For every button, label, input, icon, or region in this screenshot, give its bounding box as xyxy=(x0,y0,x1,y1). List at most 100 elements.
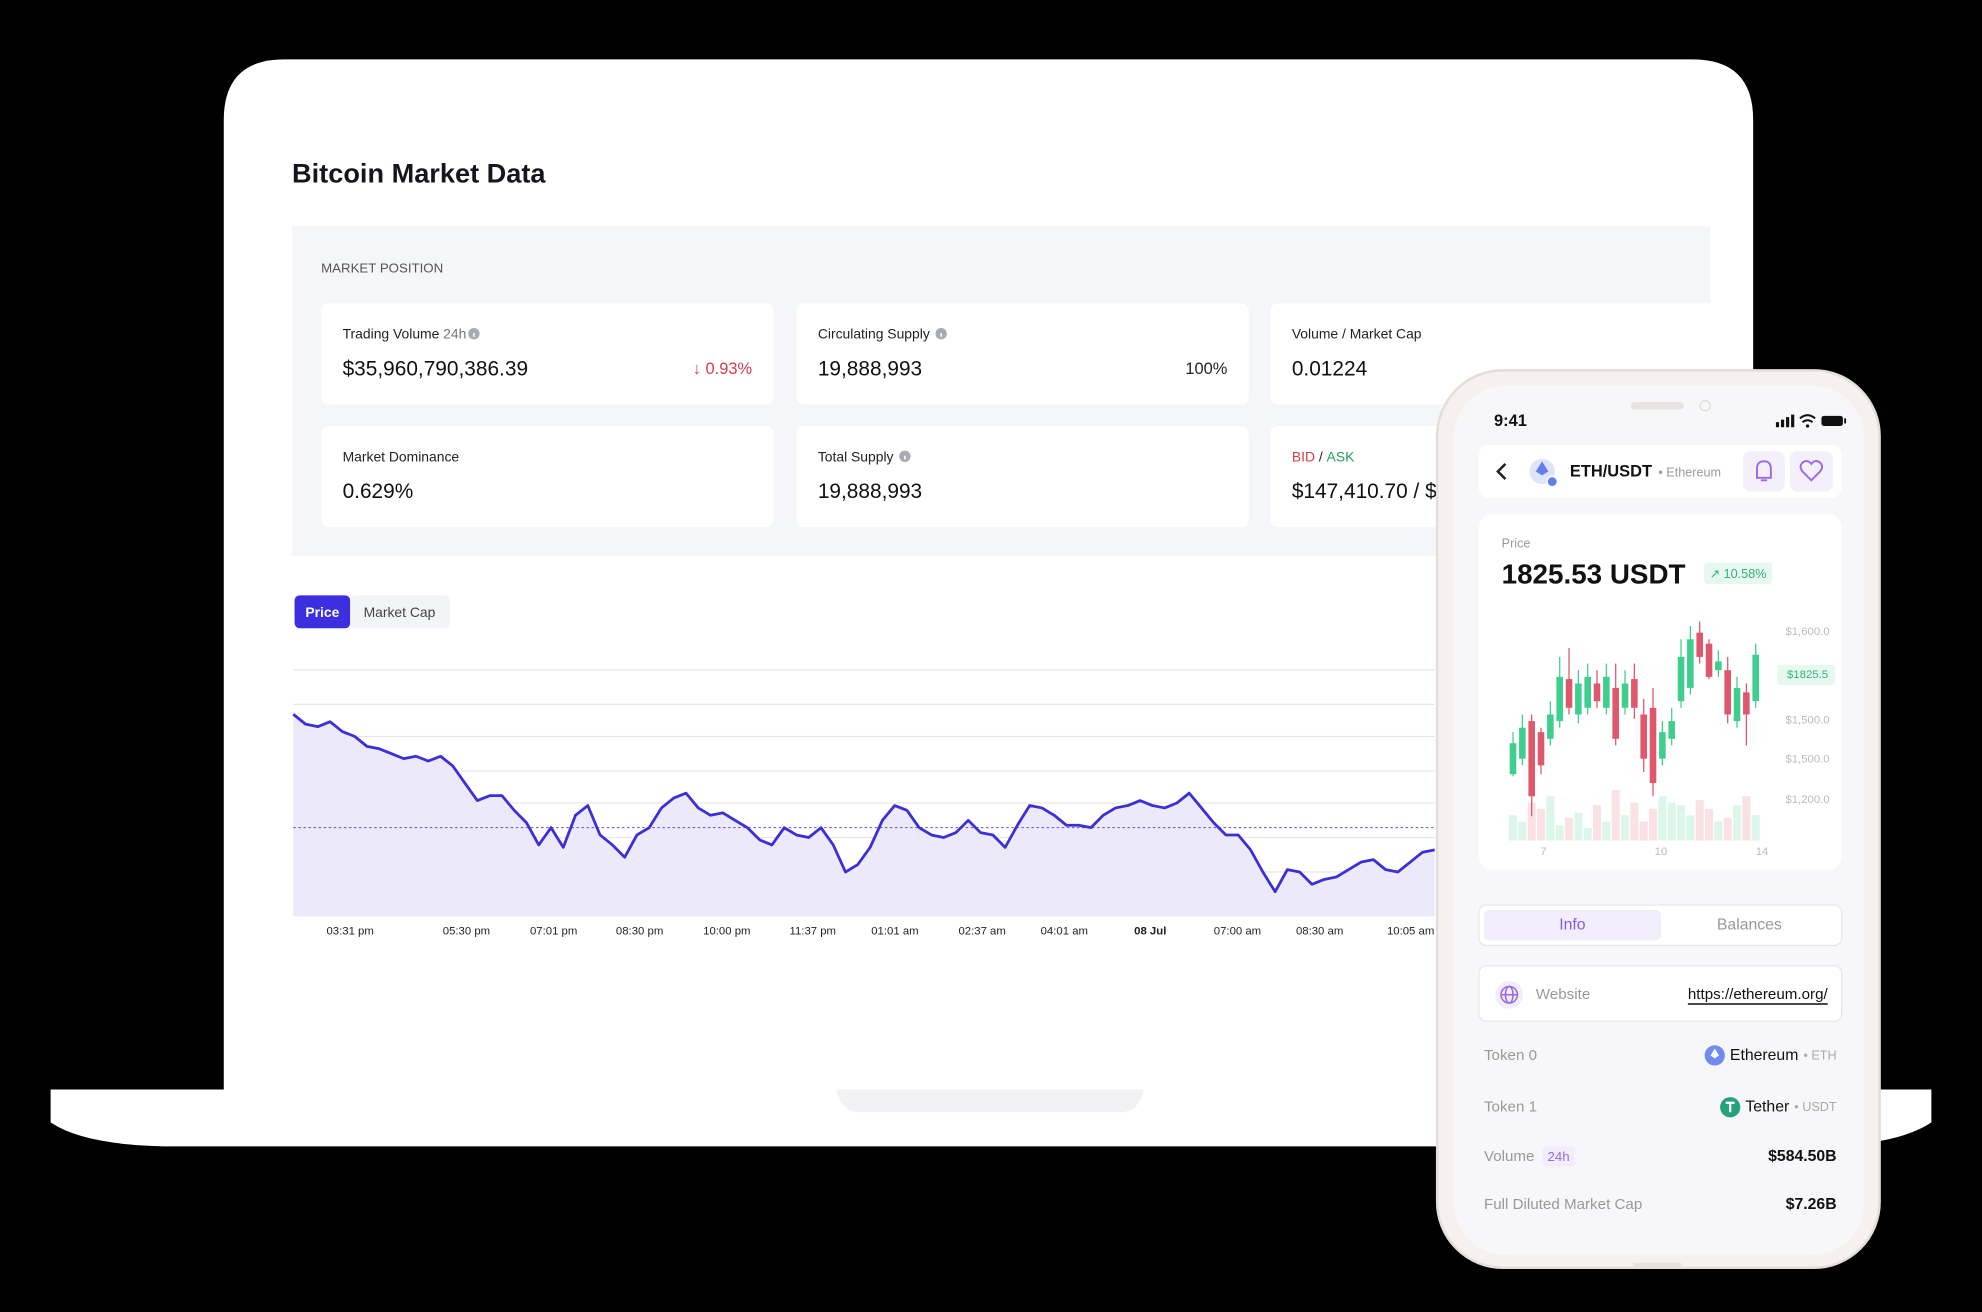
card-label: Volume / Market Cap xyxy=(1292,326,1422,342)
volume-bar xyxy=(1676,805,1686,841)
candle-body xyxy=(1659,732,1666,759)
change-badge xyxy=(1703,562,1773,584)
card-value: 19,888,993 xyxy=(818,480,922,503)
x-tick-label: 08:30 pm xyxy=(616,926,663,938)
x-tick-label: 14 xyxy=(1756,846,1769,858)
candle-body xyxy=(1565,679,1573,708)
volume-bar xyxy=(1620,815,1630,841)
x-tick-label: 10:00 pm xyxy=(703,926,750,938)
volume-bar xyxy=(1536,808,1546,841)
card-label: Circulating Supply xyxy=(818,326,930,342)
row-value: $7.26B xyxy=(1786,1196,1837,1213)
card-label: BID / ASK xyxy=(1292,448,1355,464)
row-suffix: • USDT xyxy=(1794,1100,1837,1114)
row-value: $584.50B xyxy=(1768,1148,1836,1165)
volume-bar xyxy=(1564,817,1574,841)
candle-body xyxy=(1509,743,1517,775)
y-tick-label: $1,500.0 xyxy=(1785,754,1829,766)
card-value: $147,410.70 / $1 xyxy=(1292,480,1448,503)
x-tick-label: 05:30 pm xyxy=(443,926,490,938)
card-label-text: Trading Volume xyxy=(343,326,440,342)
card-label-text: Total Supply xyxy=(818,448,894,464)
candle-body xyxy=(1519,727,1526,759)
volume-bar xyxy=(1630,802,1639,841)
candle-body xyxy=(1584,676,1591,708)
x-tick-label: 04:01 am xyxy=(1041,926,1088,938)
volume-bar xyxy=(1508,815,1518,841)
website-label: Website xyxy=(1536,986,1590,1003)
candle-body xyxy=(1649,707,1657,784)
candle-body xyxy=(1743,692,1750,715)
eth-glyph xyxy=(1535,461,1549,476)
card-change: ↓ 0.93% xyxy=(693,360,753,378)
x-tick-label: 10:05 am xyxy=(1387,926,1434,938)
volume-bar xyxy=(1714,821,1723,841)
y-tick-label: $1,600.0 xyxy=(1785,626,1829,638)
volume-bar xyxy=(1658,796,1667,841)
tab-active[interactable] xyxy=(1483,910,1661,941)
tab-label[interactable]: Info xyxy=(1559,917,1586,934)
ask-label: ASK xyxy=(1327,448,1356,464)
candle-body xyxy=(1556,676,1563,722)
volume-bar xyxy=(1518,821,1527,841)
section-label: MARKET POSITION xyxy=(321,260,443,275)
card-label-text: Market Dominance xyxy=(343,448,460,464)
row-label: Token 0 xyxy=(1484,1047,1537,1064)
tab-active[interactable] xyxy=(294,595,351,629)
price-label: Price xyxy=(1502,537,1531,551)
website-link[interactable]: https://ethereum.org/ xyxy=(1688,986,1829,1003)
volume-bar xyxy=(1583,827,1592,841)
candle-body xyxy=(1640,714,1647,759)
candle-body xyxy=(1612,687,1619,739)
pair: ETH/USDT xyxy=(1570,462,1652,480)
row-value: Ethereum xyxy=(1730,1047,1798,1064)
tab-label[interactable]: Market Cap xyxy=(364,604,436,620)
tab-label[interactable]: Balances xyxy=(1717,917,1782,934)
website-row xyxy=(1478,965,1843,1022)
tab[interactable] xyxy=(350,595,451,629)
bell-icon xyxy=(1756,460,1772,482)
tab-label[interactable]: Price xyxy=(305,604,339,620)
back-button[interactable] xyxy=(1496,462,1507,480)
y-tick-label: $1,500.0 xyxy=(1785,714,1829,726)
area xyxy=(293,714,1435,917)
candle-body xyxy=(1528,721,1535,797)
price-card xyxy=(1478,514,1842,870)
phone-camera xyxy=(1699,400,1711,412)
candle-body xyxy=(1705,643,1713,677)
candle-body xyxy=(1752,654,1759,702)
favorite-button[interactable] xyxy=(1789,451,1833,492)
volume-bar xyxy=(1648,808,1658,841)
card-value: $35,960,790,386.39 xyxy=(343,358,528,381)
chain-badge xyxy=(1546,475,1558,488)
phone-speaker xyxy=(1630,401,1684,410)
card-label: Total Supply xyxy=(818,448,894,464)
bid-label: BID xyxy=(1292,448,1315,464)
row-suffix: • ETH xyxy=(1803,1048,1836,1062)
period-badge xyxy=(1542,1146,1575,1167)
bell-button[interactable] xyxy=(1743,451,1785,492)
candle-body xyxy=(1668,721,1675,739)
heart-icon xyxy=(1799,460,1824,482)
row-label: Full Diluted Market Cap xyxy=(1484,1196,1642,1213)
row-label: Volume xyxy=(1484,1148,1535,1165)
line-chart: 03:31 pm 05:30 pm 07:01 pm 08:30 pm 10:00 pm… xyxy=(292,669,1435,938)
token-glyph xyxy=(1725,1101,1735,1113)
x-tick-label: 03:31 pm xyxy=(326,926,373,938)
network: • Ethereum xyxy=(1658,466,1721,480)
price-line xyxy=(292,713,1435,894)
candle-body xyxy=(1696,632,1703,657)
x-tick-label: 02:37 am xyxy=(958,926,1005,938)
candle-body xyxy=(1631,679,1638,708)
card-label-suffix: 24h xyxy=(443,326,466,342)
stat-card xyxy=(796,425,1249,528)
cards: Trading Volume 24h $35,960,790,386.39 ↓ 0.9… xyxy=(321,303,1723,528)
row-label: Token 1 xyxy=(1484,1099,1537,1116)
volume-bar xyxy=(1592,805,1602,841)
card-change: 100% xyxy=(1185,360,1227,378)
card-value: 0.01224 xyxy=(1292,358,1367,381)
candle-body xyxy=(1687,639,1694,688)
x-tick-label: 7 xyxy=(1540,846,1546,858)
card-value: 0.629% xyxy=(343,480,414,503)
